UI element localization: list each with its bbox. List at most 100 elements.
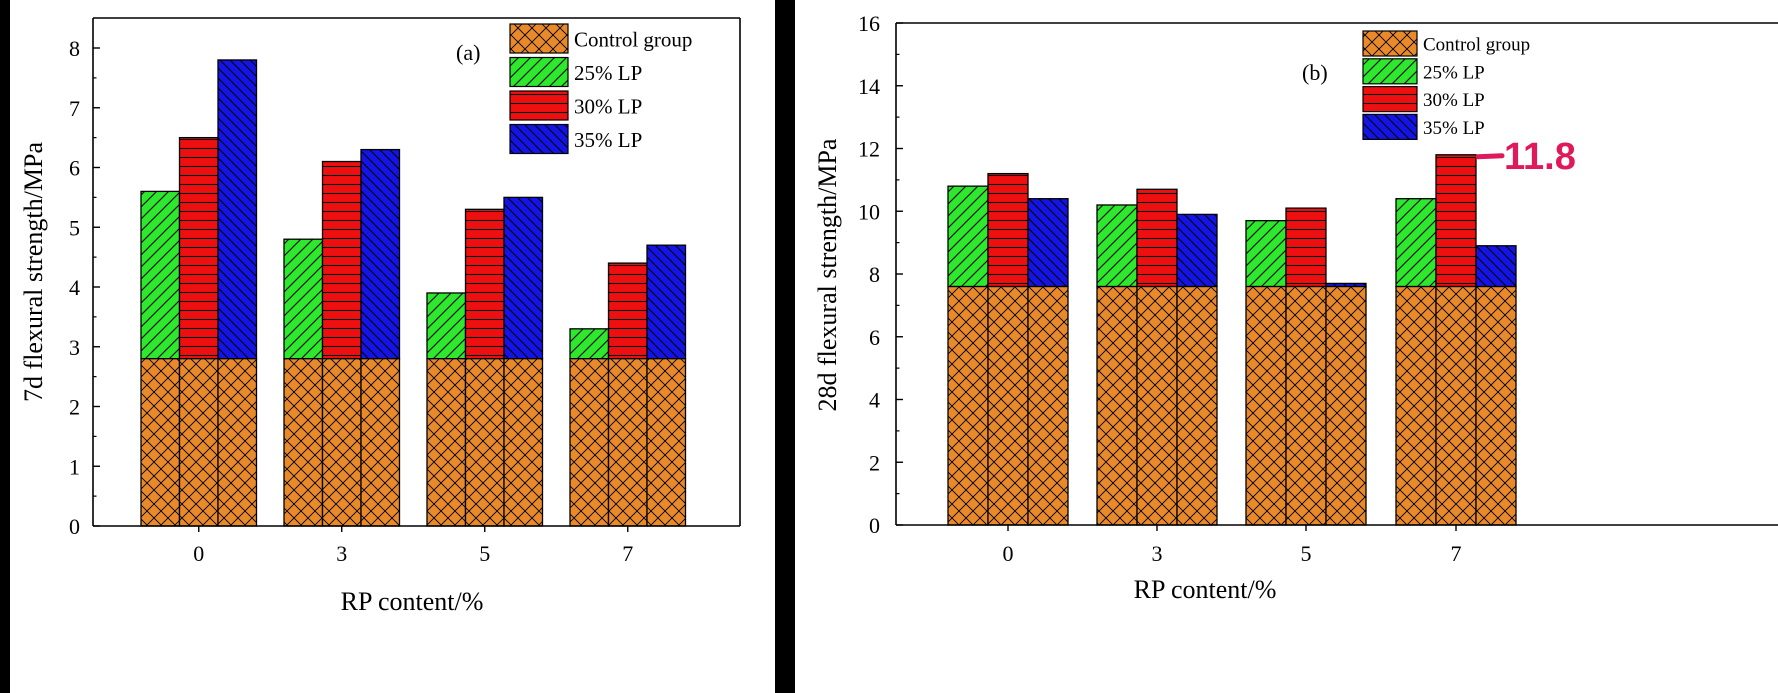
panel-b-xtick-label-7: 7 [1451,541,1462,566]
panel-a-bar-control-cat-3-s2 [360,358,401,527]
panel-b-bar-control-cat-0-s2 [1027,285,1069,526]
panel-a-bar-30lp-cat-7 [607,262,648,360]
panel-b-ytick-label-10: 10 [858,199,880,224]
panel-a-axes: 0 1 2 3 4 5 6 7 8 0 3 5 7 [69,17,741,566]
panel-b-xtick-label-3: 3 [1152,541,1163,566]
panel-b-legend-swatch-2 [1362,85,1418,113]
panel-a-bar-control-cat-3-s0 [283,358,324,527]
panel-b-bar-30lp-cat-7 [1435,154,1477,288]
panel-a-ytick-label-3: 3 [69,335,80,360]
panel-a-bar-control-cat-5-s2 [503,358,544,527]
panel-a-legend-swatch-3 [509,123,569,155]
panel-a-bar-25lp-cat-5 [426,292,467,360]
panel-a-bar-control-cat-7-s2 [646,358,687,527]
panel-b-bar-25lp-cat-3 [1096,204,1138,288]
panel-b-legend-swatch-0 [1362,30,1418,57]
panel-b-ytick-label-0: 0 [869,513,880,538]
panel-b-annotation: 11.8 [1475,136,1576,178]
panel-b-bar-control-cat-7-s0 [1395,285,1437,526]
panel-a-xtick-label-0: 0 [193,541,204,566]
panel-b-bar-control-cat-0-s0 [947,285,989,526]
panel-a-legend-swatch-2 [509,90,569,121]
panel-b-bar-35lp-cat-3 [1176,213,1218,288]
panel-a-ytick-label-7: 7 [69,96,80,121]
panel-b-legend-swatch-1 [1362,58,1418,85]
panel-a-bar-25lp-cat-3 [283,238,324,360]
panel-b-bar-30lp-cat-0 [987,172,1029,288]
panel-a-bar-control-cat-7-s0 [569,358,610,527]
panel-b-y-axis-label: 28d flexural strength/MPa [813,138,842,411]
panel-a-legend-label-2: 30% LP [574,95,642,119]
panel-a-bar-35lp-cat-5 [503,196,544,360]
panel-b-ytick-label-14: 14 [858,74,880,99]
panel-a-legend-label-3: 35% LP [574,128,642,152]
panel-b-legend-label-0: Control group [1423,35,1530,56]
panel-a-xtick-label-3: 3 [336,541,347,566]
panel-a-bar-control-cat-0-s0 [140,358,181,527]
panel-a-bar-35lp-cat-0 [217,59,258,360]
panel-a-bar-25lp-cat-7 [569,328,610,360]
panel-a-legend-label-0: Control group [574,28,692,52]
panel-b-ytick-label-6: 6 [869,325,880,350]
panel-b-bar-control-cat-3-s2 [1176,285,1218,526]
panel-a-legend-label-1: 25% LP [574,61,642,85]
panel-a-bar-25lp-cat-0 [140,190,181,360]
panel-a-bar-30lp-cat-3 [321,160,362,360]
panel-a-ytick-label-8: 8 [69,36,80,61]
panel-b-bar-control-cat-3-s1 [1136,285,1178,526]
panel-a-bar-35lp-cat-3 [360,148,401,360]
panel-b-panel-label: (b) [1302,60,1328,85]
panel-b-ytick-label-2: 2 [869,450,880,475]
panel-a-ytick-label-5: 5 [69,215,80,240]
panel-b-annotation-text: 11.8 [1504,136,1576,178]
panel-a-bar-control-cat-3-s1 [321,358,362,527]
panel-b-legend-label-3: 35% LP [1423,118,1485,139]
panel-a-bar-control-cat-0-s1 [178,358,219,527]
panel-b-bar-35lp-cat-7 [1475,245,1517,288]
panel-b-bar-control-cat-7-s1 [1435,285,1477,526]
panel-b-bar-control-cat-3-s0 [1096,285,1138,526]
panel-a-ytick-label-2: 2 [69,395,80,420]
panel-a-bar-control-cat-0-s2 [217,358,258,527]
panel-b-annotation-stroke [1475,153,1505,160]
panel-a-x-axis-label: RP content/% [341,587,484,616]
panel-b-bar-30lp-cat-3 [1136,188,1178,288]
panel-b-ytick-label-8: 8 [869,262,880,287]
panel-b-axes: 0 2 4 6 8 10 12 14 16 0 3 5 7 [858,11,1778,566]
panel-b-bar-25lp-cat-0 [947,185,989,288]
panel-a-xtick-label-5: 5 [479,541,490,566]
panel-b-bar-control-cat-7-s2 [1475,285,1517,526]
panel-b-legend-label-1: 25% LP [1423,62,1485,83]
panel-a-xtick-label-7: 7 [622,541,633,566]
panel-a-legend-swatch-1 [509,56,569,88]
panel-b-bar-25lp-cat-7 [1395,198,1437,288]
panel-b-bar-control-cat-0-s1 [987,285,1029,526]
panel-a-y-axis-label: 7d flexural strength/MPa [19,142,48,402]
panel-b-legend-label-2: 30% LP [1423,90,1485,111]
panel-a-bar-control-cat-5-s0 [426,358,467,527]
panel-b-bar-control-cat-5-s1 [1285,285,1327,526]
panel-b-bar-35lp-cat-0 [1027,198,1069,288]
panel-b-ytick-label-4: 4 [869,388,880,413]
panel-b-legend-swatch-3 [1362,113,1418,141]
panel-a-bar-control-cat-7-s1 [607,358,648,527]
panel-b-ytick-label-16: 16 [858,11,880,36]
panel-b-bar-25lp-cat-5 [1245,220,1287,288]
panel-a-ytick-label-1: 1 [69,454,80,479]
panel-a-legend: Control group 25% LP 30% LP 35% LP [509,23,692,155]
panel-b-bars [947,154,1517,526]
panel-b-x-axis-label: RP content/% [1134,575,1277,604]
panel-b-xtick-label-5: 5 [1301,541,1312,566]
panel-b-bar-control-cat-5-s0 [1245,285,1287,526]
panel-a-bar-30lp-cat-5 [464,208,505,360]
panel-a-ytick-label-4: 4 [69,275,80,300]
panel-a-ytick-label-0: 0 [69,514,80,539]
panel-a-bar-35lp-cat-7 [646,244,687,360]
panel-b-bar-30lp-cat-5 [1285,207,1327,288]
panel-a-panel-label: (a) [456,40,480,65]
panel-a-ytick-label-6: 6 [69,156,80,181]
panel-a-bar-30lp-cat-0 [178,136,219,360]
panel-a-bar-control-cat-5-s1 [464,358,505,527]
